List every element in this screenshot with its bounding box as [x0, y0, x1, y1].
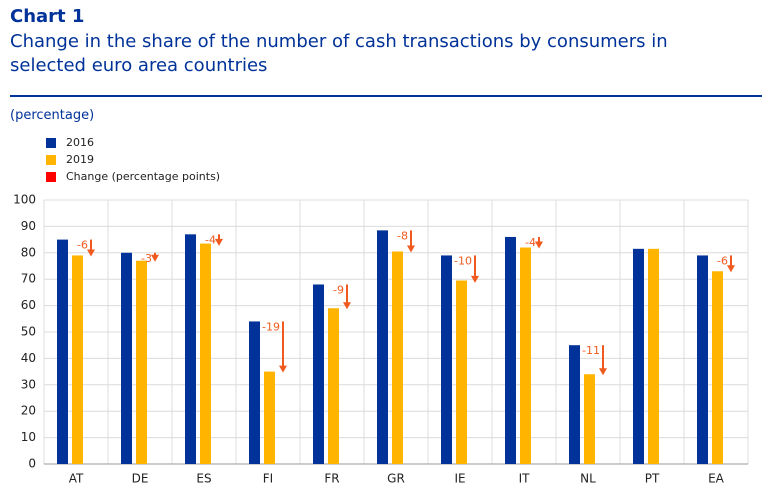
- change-label: -10: [454, 254, 472, 267]
- x-tick-label: NL: [580, 472, 596, 486]
- y-tick-label: 100: [13, 193, 36, 207]
- y-tick-label: 10: [21, 430, 36, 444]
- bar: [264, 371, 275, 464]
- change-label: -3: [141, 252, 152, 265]
- bar: [377, 230, 388, 464]
- y-tick-label: 50: [21, 325, 36, 339]
- bar: [136, 260, 147, 464]
- bar: [633, 248, 644, 464]
- legend-label: Change (percentage points): [66, 170, 220, 183]
- change-label: -19: [262, 320, 280, 333]
- bar: [392, 251, 403, 464]
- bar: [648, 248, 659, 464]
- bar: [121, 252, 132, 464]
- x-tick-label: AT: [69, 472, 84, 486]
- legend-swatch: [46, 172, 56, 182]
- bar: [520, 247, 531, 464]
- y-tick-label: 20: [21, 404, 36, 418]
- y-tick-label: 80: [21, 245, 36, 259]
- bar: [505, 236, 516, 464]
- x-tick-label: EA: [708, 472, 725, 486]
- change-arrow-head: [343, 302, 351, 310]
- change-arrow-head: [535, 241, 543, 249]
- y-tick-label: 60: [21, 298, 36, 312]
- header: Chart 1 Change in the share of the numbe…: [10, 4, 770, 78]
- x-tick-label: FI: [263, 472, 273, 486]
- change-arrow-head: [279, 365, 287, 373]
- y-tick-label: 30: [21, 377, 36, 391]
- change-arrow-head: [215, 238, 223, 246]
- change-arrow-head: [87, 249, 95, 257]
- y-tick-label: 70: [21, 272, 36, 286]
- legend-label: 2019: [66, 153, 94, 166]
- change-label: -8: [397, 229, 408, 242]
- bar: [200, 243, 211, 464]
- bar: [441, 255, 452, 464]
- chart-subtitle: selected euro area countries: [10, 55, 268, 76]
- change-arrow-head: [599, 368, 607, 376]
- x-tick-label: GR: [387, 472, 405, 486]
- change-label: -4: [205, 233, 216, 246]
- x-tick-label: PT: [645, 472, 660, 486]
- change-arrow-head: [151, 254, 159, 262]
- bar: [72, 255, 83, 464]
- header-rule: [10, 95, 762, 97]
- x-tick-label: DE: [132, 472, 149, 486]
- x-tick-label: FR: [324, 472, 339, 486]
- x-tick-label: IE: [454, 472, 465, 486]
- change-arrow-head: [727, 265, 735, 273]
- change-label: -9: [333, 283, 344, 296]
- bar: [712, 271, 723, 464]
- chart-subtitle: Change in the share of the number of cas…: [10, 31, 668, 52]
- change-arrow-head: [471, 275, 479, 283]
- y-tick-label: 40: [21, 351, 36, 365]
- x-tick-label: IT: [519, 472, 531, 486]
- bar: [313, 284, 324, 464]
- y-axis-label: (percentage): [10, 108, 95, 123]
- change-label: -4: [525, 236, 536, 249]
- y-tick-label: 0: [28, 457, 36, 471]
- chart-title: Chart 1: [10, 6, 85, 27]
- legend-swatch: [46, 155, 56, 165]
- change-label: -11: [582, 344, 600, 357]
- change-arrow-head: [407, 245, 415, 253]
- change-label: -6: [717, 254, 728, 267]
- bar: [328, 308, 339, 464]
- bar: [584, 374, 595, 464]
- bar: [249, 321, 260, 464]
- x-tick-label: ES: [196, 472, 211, 486]
- bar: [697, 255, 708, 464]
- y-tick-label: 90: [21, 219, 36, 233]
- change-label: -6: [77, 239, 88, 252]
- bar: [456, 280, 467, 464]
- bar: [57, 239, 68, 464]
- bar: [569, 345, 580, 464]
- legend-label: 2016: [66, 136, 94, 149]
- bar: [185, 234, 196, 464]
- legend-swatch: [46, 138, 56, 148]
